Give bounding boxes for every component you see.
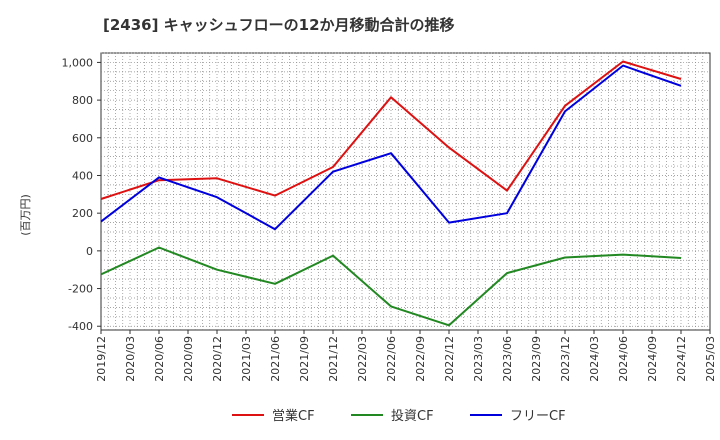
x-tick-label: 2021/09: [298, 336, 311, 382]
x-tick-label: 2022/03: [356, 336, 369, 382]
x-tick-label: 2021/12: [327, 336, 340, 382]
x-tick-label: 2023/09: [530, 336, 543, 382]
x-tick-label: 2023/03: [472, 336, 485, 382]
x-tick-label: 2023/12: [559, 336, 572, 382]
x-tick-label: 2024/12: [675, 336, 688, 382]
x-tick-label: 2021/03: [240, 336, 253, 382]
legend-label-1: 営業CF: [272, 408, 315, 424]
x-tick-label: 2025/03: [704, 336, 717, 382]
y-tick-label: -400: [68, 320, 93, 333]
x-tick-label: 2024/03: [588, 336, 601, 382]
y-tick-label: 800: [72, 94, 93, 107]
y-tick-label: 400: [72, 169, 93, 182]
y-tick-label: 0: [86, 245, 93, 258]
x-tick-label: 2020/06: [153, 336, 166, 382]
x-tick-label: 2022/12: [443, 336, 456, 382]
x-tick-label: 2020/09: [182, 336, 195, 382]
x-tick-label: 2022/06: [385, 336, 398, 382]
legend-label-3: フリーCF: [510, 409, 566, 424]
x-tick-label: 2024/09: [646, 336, 659, 382]
y-tick-label: 600: [72, 132, 93, 145]
legend-label-2: 投資CF: [391, 408, 434, 424]
x-tick-label: 2020/03: [124, 336, 137, 382]
y-tick-label: 1,000: [62, 56, 94, 69]
x-tick-label: 2020/12: [211, 336, 224, 382]
x-tick-label: 2022/09: [414, 336, 427, 382]
y-tick-label: -200: [68, 283, 93, 296]
y-tick-label: 200: [72, 207, 93, 220]
x-tick-label: 2021/06: [269, 336, 282, 382]
x-tick-label: 2019/12: [95, 336, 108, 382]
series-line-2: [100, 246, 682, 327]
chart-title: [2436] キャッシュフローの12か月移動合計の推移: [103, 16, 455, 34]
series-line-1: [100, 60, 682, 200]
x-tick-label: 2023/06: [501, 336, 514, 382]
series-line-3: [100, 64, 682, 231]
x-tick-label: 2024/06: [617, 336, 630, 382]
